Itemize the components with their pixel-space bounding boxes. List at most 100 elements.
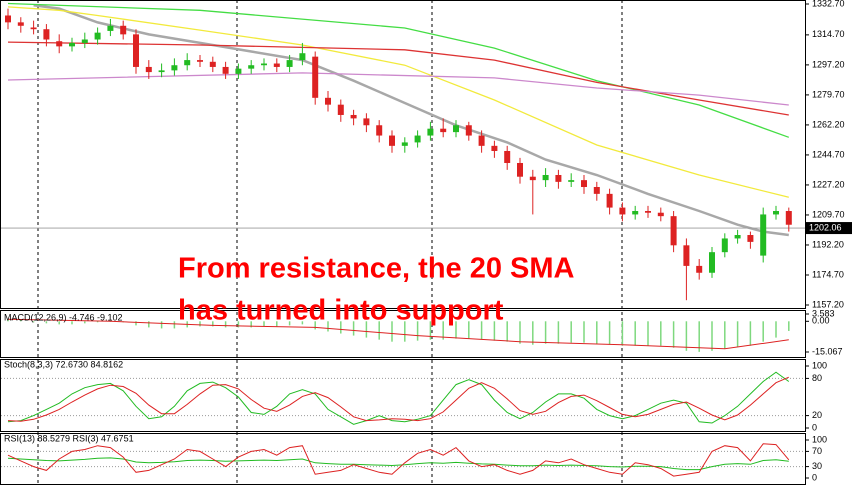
candle-body <box>235 68 242 74</box>
y-tick-label: -15.067 <box>812 346 843 356</box>
macd-bar <box>544 321 547 344</box>
candle-body <box>376 125 383 136</box>
candle-body <box>120 25 127 35</box>
macd-bar <box>32 321 35 323</box>
y-tick-label: 0 <box>812 422 817 432</box>
indicator-label: RSI(13) 88.5279 RSI(3) 47.6751 <box>4 433 134 443</box>
candle-body <box>696 265 703 273</box>
macd-bar <box>532 321 534 345</box>
macd-bar <box>493 321 496 341</box>
candle-body <box>401 142 408 146</box>
candle-body <box>760 214 767 256</box>
macd-bar <box>365 321 368 338</box>
candle-body <box>17 22 24 26</box>
candle-body <box>145 66 152 73</box>
candle-body <box>478 135 485 146</box>
macd-bar <box>263 321 265 327</box>
candle-body <box>222 66 229 74</box>
y-tick-label: 1314.70 <box>812 29 845 39</box>
macd-bar <box>7 319 9 322</box>
candle-body <box>133 34 139 67</box>
candle-body <box>350 114 357 119</box>
macd-bar <box>621 321 624 346</box>
candle-body <box>529 176 536 181</box>
candle-body <box>5 15 11 23</box>
macd-bar <box>519 321 521 344</box>
candle-body <box>581 180 587 188</box>
candle-body <box>69 42 75 47</box>
annotation: From resistance, the 20 SMA <box>178 253 575 285</box>
candle-body <box>593 187 600 194</box>
macd-bar <box>45 321 48 324</box>
macd-bar <box>96 321 99 323</box>
oscillator-line <box>7 457 789 471</box>
y-tick-label: 1157.20 <box>812 299 844 309</box>
y-tick-label: 100 <box>812 360 827 370</box>
candle-body <box>453 125 459 133</box>
macd-bar <box>557 321 560 344</box>
macd-bar <box>391 321 393 342</box>
candle-body <box>491 145 498 151</box>
macd-bar <box>224 321 227 328</box>
macd-bar <box>583 321 585 343</box>
y-tick-label: 1209.70 <box>812 209 845 219</box>
macd-bar <box>634 321 636 346</box>
y-tick-label: 1279.70 <box>812 89 845 99</box>
candle-body <box>619 207 626 215</box>
candle-body <box>389 135 395 146</box>
price-label: 1202.06 <box>809 222 842 232</box>
moving-average <box>7 2 790 138</box>
y-tick-label: 0 <box>812 472 817 482</box>
candle-body <box>632 211 639 215</box>
indicator-label: MACD(12,26,9) -4.746 -9.102 <box>4 312 123 322</box>
y-tick-label: 1227.20 <box>812 179 845 189</box>
stoch-panel <box>0 359 806 432</box>
candle-body <box>158 70 165 73</box>
macd-bar <box>160 321 163 329</box>
moving-average <box>7 6 789 198</box>
macd-bar <box>711 321 713 351</box>
candle-body <box>56 41 63 47</box>
macd-bar <box>672 321 675 348</box>
candle-body <box>773 211 779 215</box>
y-tick-label: 80 <box>812 373 822 383</box>
y-tick-label: 30 <box>812 461 822 471</box>
macd-panel <box>0 310 806 358</box>
macd-bar <box>378 321 380 340</box>
candle-body <box>734 235 741 239</box>
moving-average <box>7 41 789 116</box>
macd-bar <box>237 321 240 328</box>
indicator-label: Stoch(8,3,3) 72.6730 84.8162 <box>4 359 123 369</box>
candle-body <box>107 25 114 31</box>
y-tick-label: 1174.70 <box>812 269 844 279</box>
macd-bar <box>698 321 700 352</box>
candle-body <box>312 56 319 98</box>
macd-bar <box>736 321 739 347</box>
macd-bar <box>340 321 342 334</box>
macd-bar <box>58 321 60 325</box>
candle-body <box>670 216 677 246</box>
candle-body <box>94 32 101 40</box>
macd-bar <box>148 321 150 328</box>
candle-body <box>81 39 88 43</box>
macd-bar <box>570 321 572 343</box>
macd-bar <box>724 321 726 349</box>
macd-bar <box>442 321 444 340</box>
macd-bar <box>20 320 22 322</box>
macd-bar <box>416 321 419 341</box>
y-tick-label: 1332.70 <box>812 0 845 8</box>
candle-body <box>325 97 331 105</box>
macd-bar <box>301 321 304 325</box>
candle-body <box>645 211 651 213</box>
candle-body <box>337 104 344 115</box>
macd-signal <box>7 318 789 350</box>
moving-average <box>7 72 789 106</box>
macd-bar <box>788 321 790 331</box>
candle-body <box>504 150 511 163</box>
y-tick-label: 20 <box>812 410 822 420</box>
candle-body <box>606 193 613 208</box>
candle-body <box>171 65 178 71</box>
macd-bar <box>84 321 86 324</box>
candle-body <box>657 212 664 217</box>
